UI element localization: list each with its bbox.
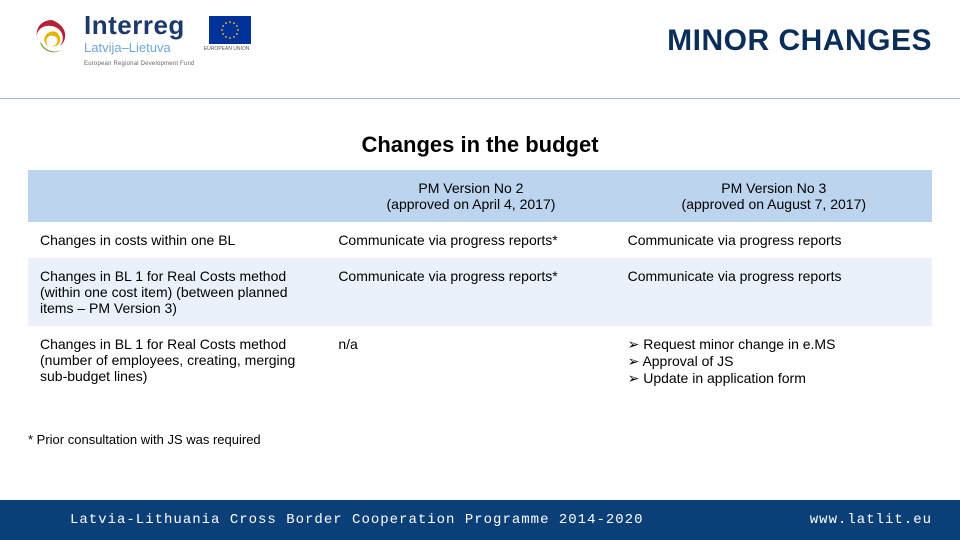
header: Interreg Latvija–Lietuva European Region… [0, 0, 960, 100]
row1-v3: Communicate via progress reports [616, 258, 932, 326]
row0-label: Changes in costs within one BL [28, 222, 326, 258]
footer: Latvia-Lithuania Cross Border Cooperatio… [0, 500, 960, 540]
eu-flag-icon [209, 16, 251, 44]
header-divider [0, 98, 960, 99]
fund-line: European Regional Development Fund [84, 61, 195, 67]
table-row: Changes in costs within one BL Communica… [28, 222, 932, 258]
col-header-v3: PM Version No 3 (approved on August 7, 2… [616, 170, 932, 222]
col-header-v2-main: PM Version No 2 [338, 180, 603, 196]
table-body: Changes in costs within one BL Communica… [28, 222, 932, 397]
row2-v2: n/a [326, 326, 615, 397]
row0-v2: Communicate via progress reports* [326, 222, 615, 258]
budget-table: PM Version No 2 (approved on April 4, 20… [28, 170, 932, 397]
eu-flag-block: EUROPEAN UNION [203, 12, 251, 52]
interreg-word: Interreg [84, 12, 195, 39]
table-row: Changes in BL 1 for Real Costs method (w… [28, 258, 932, 326]
footer-url: www.latlit.eu [810, 512, 932, 528]
col-header-blank [28, 170, 326, 222]
row1-label: Changes in BL 1 for Real Costs method (w… [28, 258, 326, 326]
logo-block: Interreg Latvija–Lietuva European Region… [28, 12, 251, 67]
page-title: MINOR CHANGES [667, 24, 932, 58]
row2-v3: Request minor change in e.MS Approval of… [616, 326, 932, 397]
col-header-v2-sub: (approved on April 4, 2017) [338, 196, 603, 212]
bullet-item: Request minor change in e.MS [628, 336, 920, 353]
row1-v2: Communicate via progress reports* [326, 258, 615, 326]
table-header-row: PM Version No 2 (approved on April 4, 20… [28, 170, 932, 222]
col-header-v3-main: PM Version No 3 [628, 180, 920, 196]
section-title: Changes in the budget [0, 132, 960, 158]
footer-programme: Latvia-Lithuania Cross Border Cooperatio… [70, 512, 643, 528]
col-header-v2: PM Version No 2 (approved on April 4, 20… [326, 170, 615, 222]
eu-caption: EUROPEAN UNION [204, 46, 250, 52]
footnote: * Prior consultation with JS was require… [28, 432, 261, 447]
bullet-item: Approval of JS [628, 353, 920, 370]
row0-v3: Communicate via progress reports [616, 222, 932, 258]
col-header-v3-sub: (approved on August 7, 2017) [628, 196, 920, 212]
table-row: Changes in BL 1 for Real Costs method (n… [28, 326, 932, 397]
latlit-text: Latvija–Lietuva [84, 41, 195, 55]
row2-label: Changes in BL 1 for Real Costs method (n… [28, 326, 326, 397]
bullet-item: Update in application form [628, 370, 920, 387]
row2-v3-bullets: Request minor change in e.MS Approval of… [628, 336, 920, 387]
swirl-icon [28, 14, 76, 62]
interreg-text: Interreg Latvija–Lietuva European Region… [84, 12, 195, 67]
